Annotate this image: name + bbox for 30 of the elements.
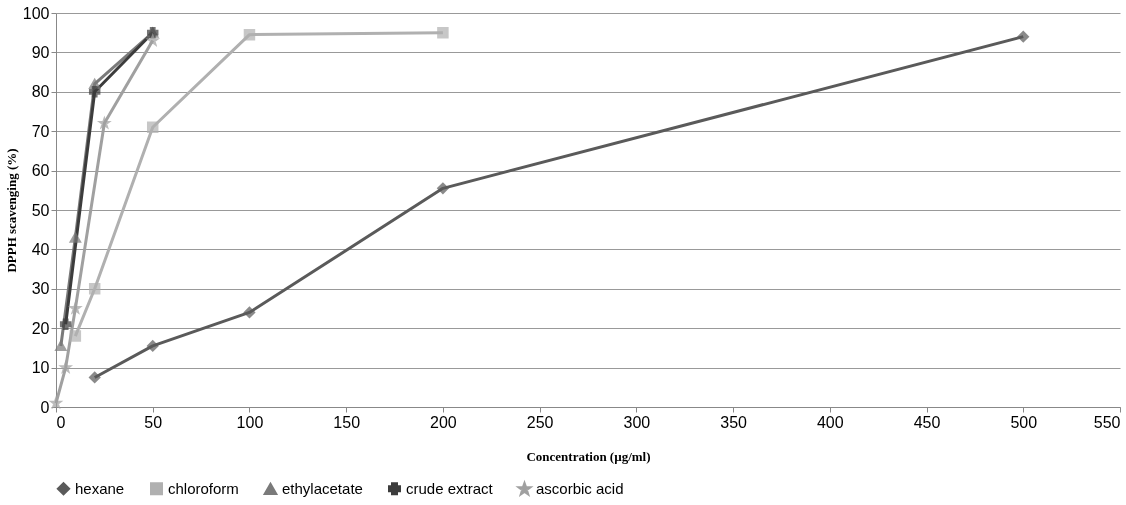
y-axis-title: DPPH scavenging (%)	[3, 148, 19, 273]
x-tick-label: 200	[430, 413, 457, 431]
x-tick-label: 300	[623, 413, 651, 431]
legend-label: ascorbic acid	[536, 480, 624, 498]
x-tick-label: 50	[144, 413, 163, 431]
x-tick-label: 350	[720, 413, 748, 431]
y-tick-label: 10	[31, 359, 50, 377]
legend-label: crude extract	[406, 479, 494, 497]
x-tick-label: 0	[56, 413, 66, 431]
x-tick-label: 500	[1010, 413, 1038, 431]
x-tick-label: 250	[526, 413, 554, 431]
y-tick-label: 90	[31, 43, 50, 61]
y-tick-label: 80	[31, 83, 50, 101]
x-axis-title: Concentration (µg/ml)	[526, 448, 651, 464]
y-tick-label: 60	[31, 162, 50, 180]
y-tick-label: 20	[31, 319, 50, 337]
legend-label: hexane	[75, 479, 125, 497]
y-tick-label: 30	[31, 280, 50, 298]
x-tick-label: 100	[236, 413, 264, 431]
x-tick-label: 550	[1093, 413, 1121, 431]
y-tick-label: 0	[40, 398, 50, 416]
y-tick-label: 40	[31, 240, 50, 258]
y-tick-label: 50	[31, 201, 50, 219]
y-tick-label: 70	[31, 122, 50, 140]
legend-label: chloroform	[168, 479, 239, 497]
x-tick-label: 150	[333, 413, 361, 431]
x-tick-label: 400	[816, 413, 844, 431]
legend-label: ethylacetate	[282, 480, 363, 498]
y-tick-label: 100	[22, 4, 50, 22]
x-tick-label: 450	[913, 413, 941, 431]
